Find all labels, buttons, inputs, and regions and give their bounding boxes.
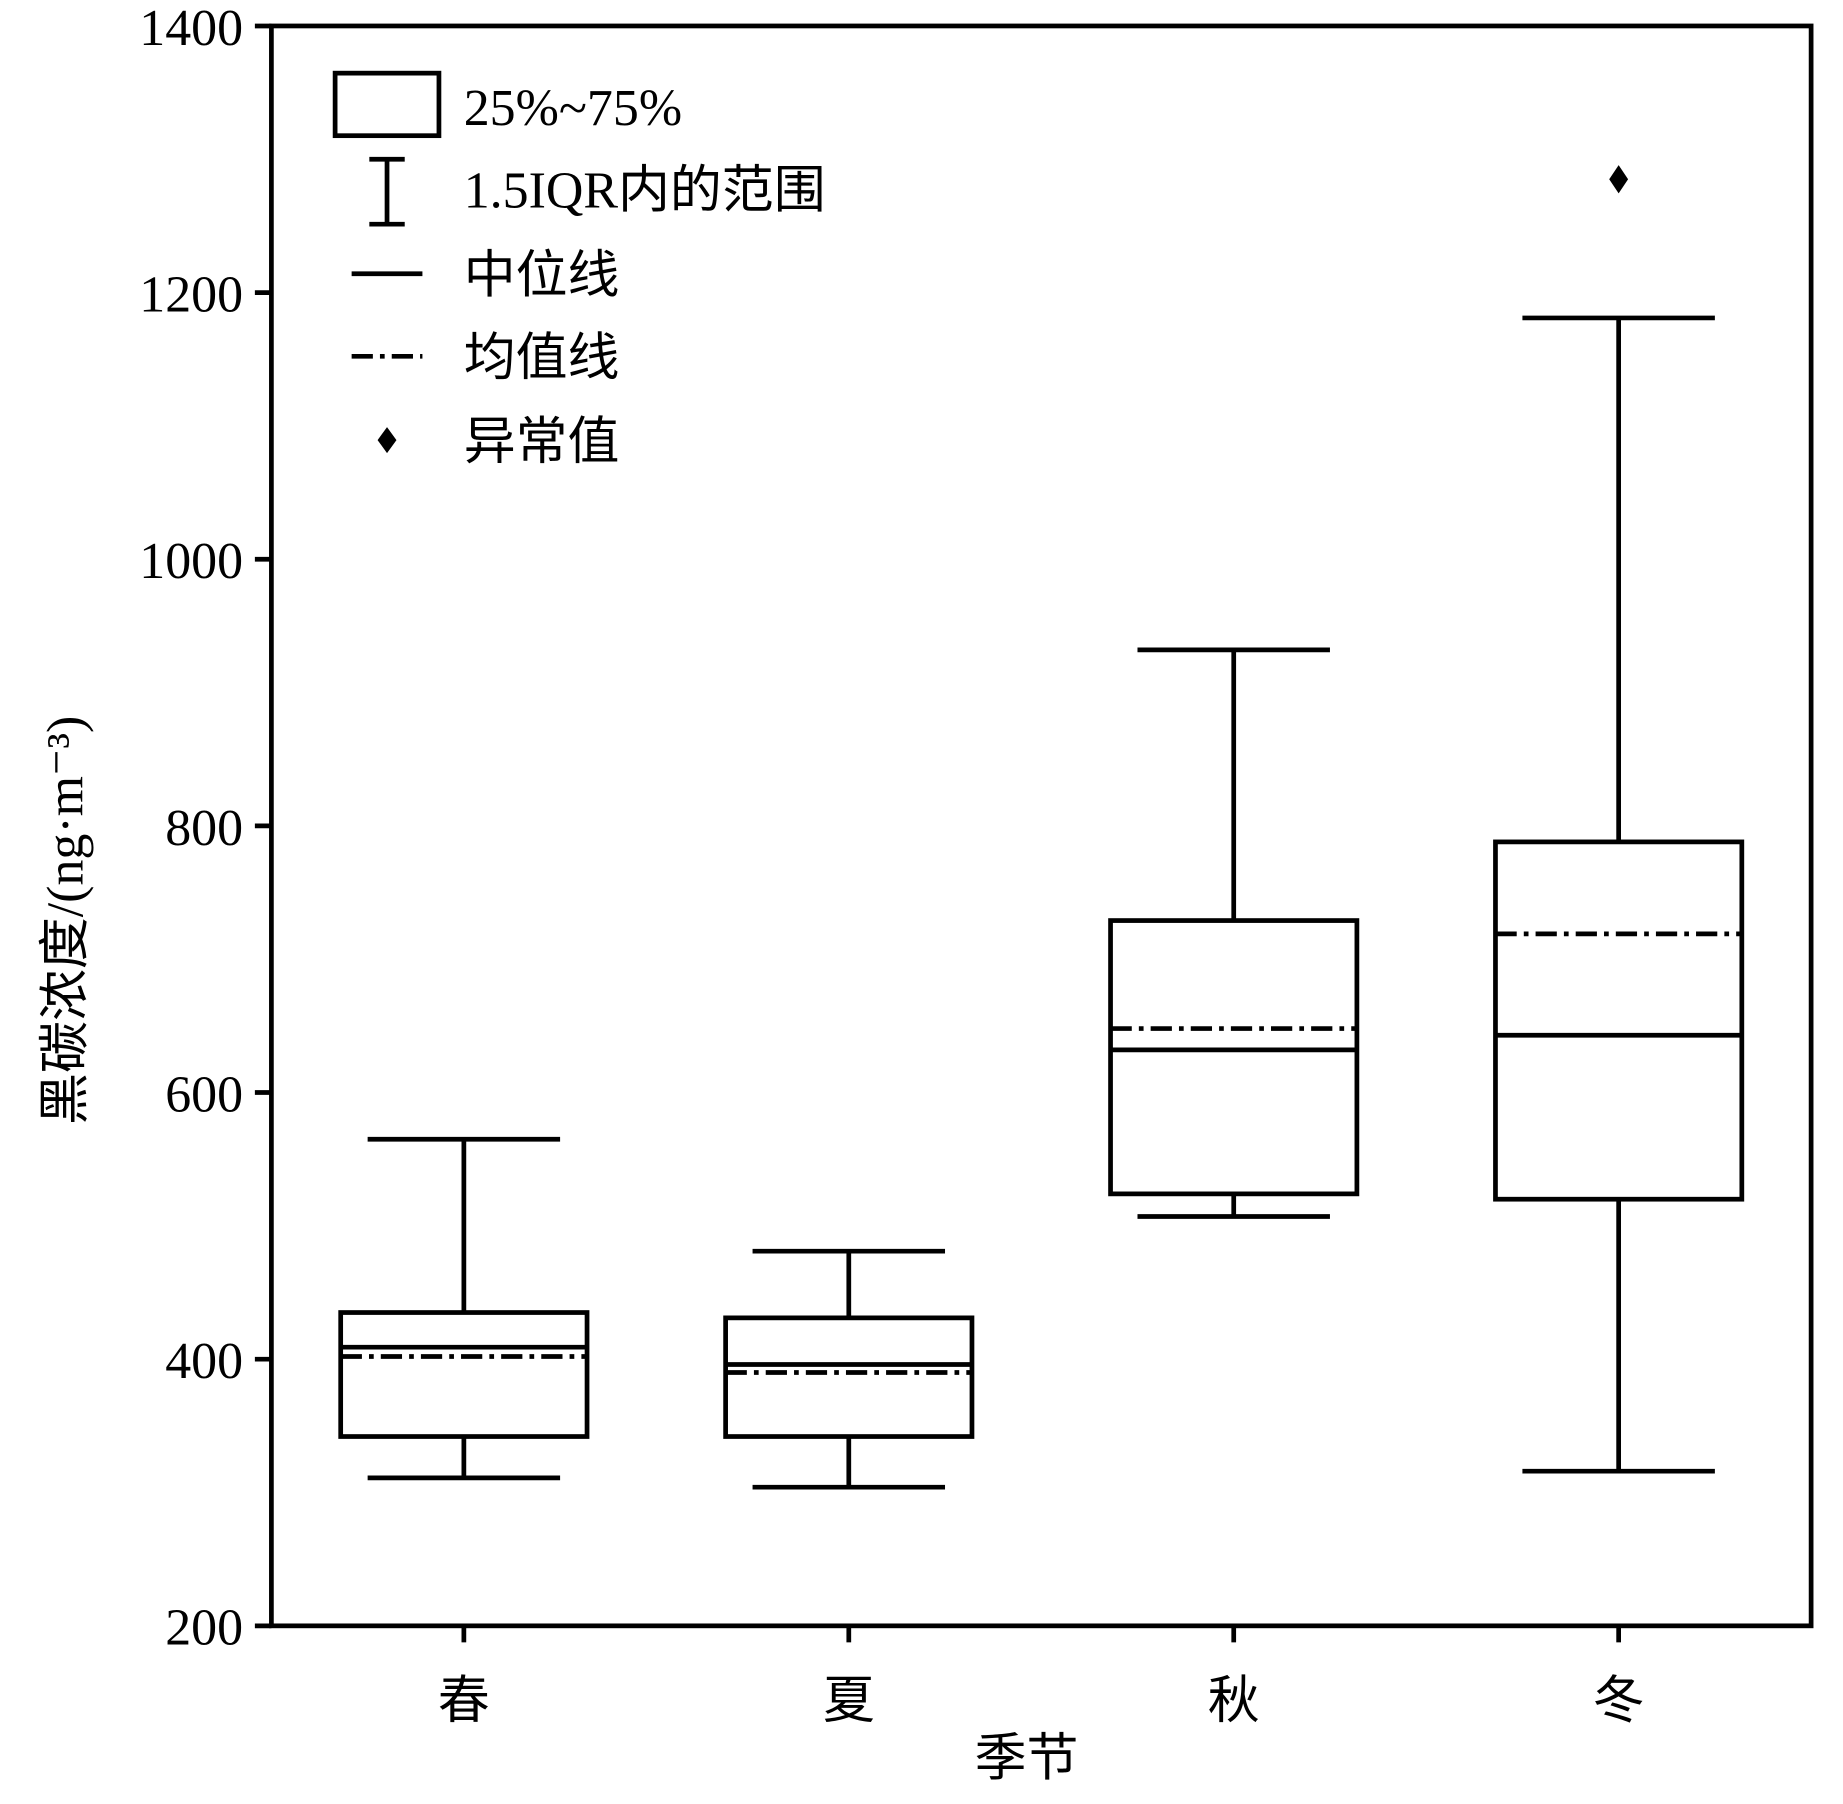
y-tick-label: 600 xyxy=(165,1066,243,1123)
x-tick-label: 春 xyxy=(438,1673,490,1730)
legend-outlier-icon xyxy=(377,427,397,454)
y-tick-label: 200 xyxy=(165,1600,243,1657)
x-axis-label: 季节 xyxy=(975,1731,1079,1788)
legend-label: 均值线 xyxy=(464,330,620,387)
box xyxy=(723,1315,975,1439)
y-tick-label: 800 xyxy=(165,800,243,857)
y-tick-label: 1400 xyxy=(139,0,243,57)
y-tick-label: 400 xyxy=(165,1333,243,1390)
y-tick-label: 1200 xyxy=(139,266,243,323)
y-axis-label: 黑碳浓度/(ng·m⁻³) xyxy=(38,716,95,1125)
legend-label: 1.5IQR内的范围 xyxy=(464,163,826,220)
y-tick-label: 1000 xyxy=(139,533,243,590)
legend-label: 25%~75% xyxy=(464,80,682,137)
legend-label: 异常值 xyxy=(464,414,620,471)
box xyxy=(338,1310,590,1439)
legend-label: 中位线 xyxy=(464,248,620,305)
legend-whisker-icon xyxy=(369,156,405,227)
x-tick-label: 冬 xyxy=(1593,1673,1645,1730)
x-tick-label: 夏 xyxy=(823,1673,875,1730)
x-tick-label: 秋 xyxy=(1208,1673,1260,1730)
plot-frame xyxy=(269,23,1814,1629)
box xyxy=(1108,918,1360,1197)
outlier xyxy=(1609,165,1629,194)
box xyxy=(1493,839,1745,1202)
legend: 25%~75% 1.5IQR内的范围 中位线 均值线 异常值 xyxy=(332,70,826,471)
legend-box-icon xyxy=(332,70,442,139)
